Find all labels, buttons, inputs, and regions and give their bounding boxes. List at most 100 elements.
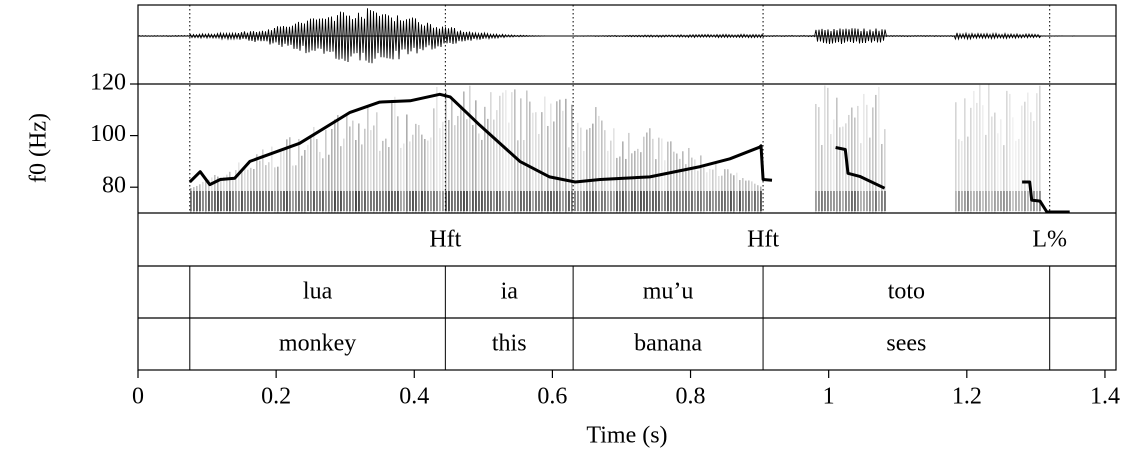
spectrogram-striation (445, 90, 447, 213)
spectrogram-striation (997, 133, 999, 213)
spectrogram-low-band (976, 191, 978, 211)
spectrogram-low-band (1012, 191, 1014, 211)
spectrogram-low-band (517, 191, 519, 211)
spectrogram-striation (460, 105, 462, 213)
spectrogram-striation (715, 163, 717, 213)
spectrogram-low-band (295, 191, 297, 211)
spectrogram-striation (544, 96, 546, 213)
spectrogram-low-band (343, 191, 345, 211)
spectrogram-striation (517, 140, 519, 213)
spectrogram-low-band (466, 191, 468, 211)
spectrogram-striation (748, 180, 750, 213)
spectrogram-striation (274, 167, 276, 213)
spectrogram-striation (403, 143, 405, 213)
x-tick-label: 0 (132, 384, 144, 410)
spectrogram-striation (457, 115, 459, 213)
spectrogram-low-band (340, 191, 342, 211)
spectrogram-low-band (298, 191, 300, 211)
spectrogram-low-band (472, 191, 474, 211)
spectrogram-striation (499, 95, 501, 213)
y-tick-label: 100 (90, 121, 126, 147)
spectrogram-striation (589, 128, 591, 213)
spectrogram-striation (418, 125, 420, 213)
spectrogram-striation (553, 121, 555, 213)
spectrogram-low-band (391, 191, 393, 211)
spectrogram-low-band (988, 191, 990, 211)
spectrogram-low-band (397, 191, 399, 211)
spectrogram-low-band (562, 191, 564, 211)
spectrogram-low-band (589, 191, 591, 211)
spectrogram-striation (526, 90, 528, 213)
spectrogram-striation (848, 114, 850, 213)
spectrogram-striation (688, 147, 690, 213)
spectrogram-low-band (655, 191, 657, 211)
spectrogram-striation (833, 119, 835, 213)
spectrogram-striation (223, 176, 225, 213)
tone-label: Hft (747, 227, 779, 253)
spectrogram-striation (427, 140, 429, 213)
spectrogram-striation (745, 180, 747, 213)
spectrogram-low-band (289, 191, 291, 211)
spectrogram-striation (1039, 85, 1041, 213)
spectrogram-striation (577, 122, 579, 213)
spectrogram-low-band (604, 191, 606, 211)
spectrogram-striation (412, 134, 414, 213)
spectrogram-low-band (463, 191, 465, 211)
spectrogram-striation (406, 114, 408, 213)
spectrogram-striation (727, 169, 729, 213)
y-axis-label: f0 (Hz) (26, 113, 52, 183)
spectrogram-low-band (979, 191, 981, 211)
spectrogram-striation (1009, 93, 1011, 213)
spectrogram-low-band (457, 191, 459, 211)
spectrogram-low-band (199, 191, 201, 211)
spectrogram-striation (508, 122, 510, 213)
spectrogram-low-band (742, 191, 744, 211)
spectrogram-low-band (715, 191, 717, 211)
spectrogram-striation (625, 158, 627, 213)
spectrogram-striation (857, 105, 859, 213)
spectrogram-low-band (382, 191, 384, 211)
spectrogram-low-band (244, 191, 246, 211)
spectrogram-striation (1033, 121, 1035, 213)
spectrogram-striation (247, 169, 249, 213)
spectrogram-low-band (637, 191, 639, 211)
spectrogram-low-band (607, 191, 609, 211)
spectrogram-low-band (985, 191, 987, 211)
spectrogram-low-band (265, 191, 267, 211)
x-tick-label: 1 (823, 384, 835, 410)
spectrogram-striation (733, 175, 735, 213)
spectrogram-low-band (875, 191, 877, 211)
spectrogram-striation (262, 149, 264, 213)
spectrogram-low-band (676, 191, 678, 211)
spectrogram-striation (754, 183, 756, 213)
spectrogram-striation (961, 140, 963, 213)
spectrogram-striation (863, 93, 865, 213)
spectrogram-low-band (842, 191, 844, 211)
spectrogram-low-band (754, 191, 756, 211)
spectrogram-low-band (833, 191, 835, 211)
spectrogram-striation (878, 86, 880, 213)
spectrogram-low-band (760, 191, 762, 211)
spectrogram-low-band (373, 191, 375, 211)
spectrogram-low-band (493, 191, 495, 211)
spectrogram-striation (1027, 92, 1029, 213)
spectrogram-striation (286, 139, 288, 213)
spectrogram-low-band (487, 191, 489, 211)
spectrogram-striation (265, 165, 267, 213)
gloss-label: monkey (279, 331, 356, 357)
spectrogram-striation (691, 157, 693, 213)
spectrogram-low-band (331, 191, 333, 211)
spectrogram-low-band (646, 191, 648, 211)
spectrogram-low-band (484, 191, 486, 211)
spectrogram-low-band (640, 191, 642, 211)
spectrogram-striation (361, 144, 363, 213)
spectrogram-striation (358, 123, 360, 213)
spectrogram-striation (298, 138, 300, 213)
spectrogram-striation (667, 141, 669, 213)
tone-label: L% (1032, 227, 1067, 253)
spectrogram-striation (562, 110, 564, 213)
spectrogram-striation (529, 101, 531, 213)
spectrogram-low-band (652, 191, 654, 211)
spectrogram-low-band (634, 191, 636, 211)
spectrogram-striation (364, 128, 366, 213)
